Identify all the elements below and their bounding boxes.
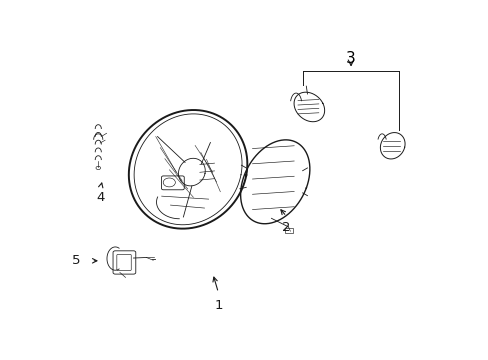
Text: 5: 5 [72,254,81,267]
Text: 3: 3 [346,51,355,66]
Text: 1: 1 [214,299,222,312]
Text: 2: 2 [282,221,290,234]
Text: 4: 4 [97,190,105,203]
Bar [284,228,292,233]
